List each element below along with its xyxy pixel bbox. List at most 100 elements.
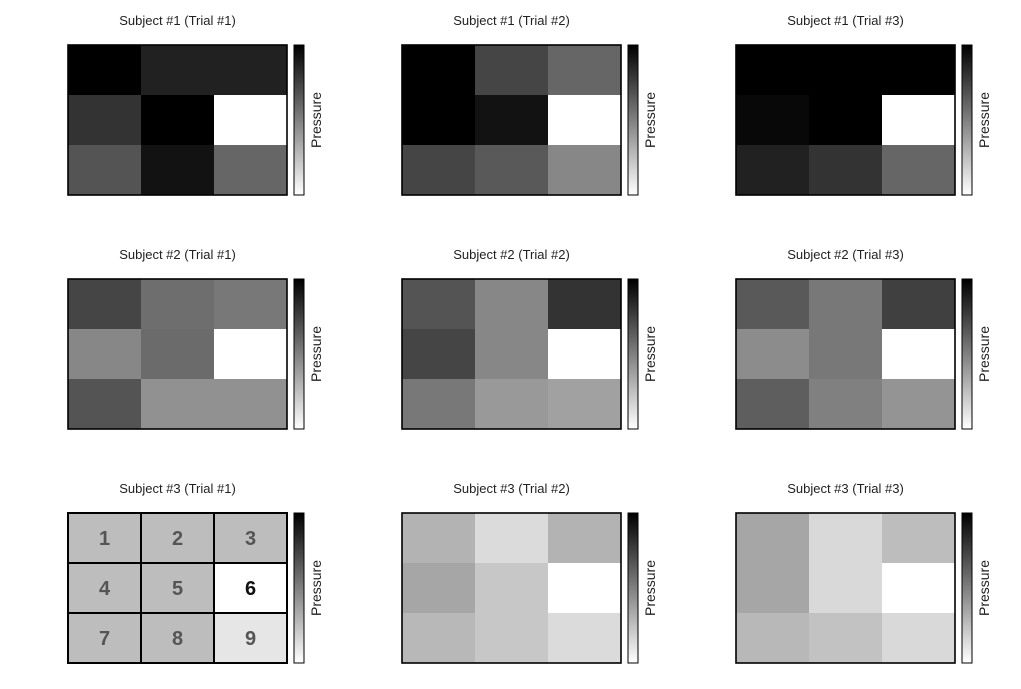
heatmap-cell: [548, 563, 622, 614]
heatmap-cell: [402, 95, 476, 146]
heatmap-cell: [736, 513, 810, 564]
panel-title: Subject #1 (Trial #2): [453, 13, 570, 28]
heatmap-cell: [736, 613, 810, 664]
heatmap-cell: [68, 613, 142, 664]
heatmap-cell: [809, 613, 883, 664]
heatmap-cell: [736, 379, 810, 430]
heatmap-cell: [736, 145, 810, 196]
heatmap-cell: [68, 45, 142, 96]
heatmap-cell: [402, 379, 476, 430]
panel-title: Subject #1 (Trial #3): [787, 13, 904, 28]
heatmap-cell: [736, 45, 810, 96]
heatmap-cell: [402, 563, 476, 614]
heatmap-cell: [214, 329, 288, 380]
panel-title: Subject #1 (Trial #1): [119, 13, 236, 28]
colorbar: [293, 512, 305, 664]
heatmap-cell: [548, 45, 622, 96]
heatmap-cell: [214, 563, 288, 614]
heatmap-cell: [402, 45, 476, 96]
heatmap-cell: [809, 45, 883, 96]
heatmap-cell: [214, 95, 288, 146]
colorbar: [961, 44, 973, 196]
heatmap-cell: [141, 95, 215, 146]
heatmap-panel: Subject #2 (Trial #2) Pressure: [401, 247, 658, 430]
colorbar: [293, 278, 305, 430]
heatmap-frame: [735, 278, 956, 430]
heatmap-cell: [402, 513, 476, 564]
colorbar: [961, 512, 973, 664]
heatmap-panel: Subject #2 (Trial #3) Pressure: [735, 247, 992, 430]
heatmap-cell: [548, 95, 622, 146]
heatmap-cell: [475, 329, 549, 380]
colorbar-label: Pressure: [642, 560, 658, 616]
cell-label: 5: [172, 578, 183, 600]
heatmap-cell: [548, 379, 622, 430]
panel-title: Subject #3 (Trial #1): [119, 481, 236, 496]
heatmap-panel: Subject #1 (Trial #3) Pressure: [735, 13, 992, 196]
heatmap-cell: [402, 279, 476, 330]
heatmap-cell: [68, 513, 142, 564]
heatmap-cell: [475, 513, 549, 564]
colorbar: [961, 278, 973, 430]
heatmap-cell: [475, 379, 549, 430]
heatmap-cell: [882, 613, 956, 664]
heatmap-cell: [882, 379, 956, 430]
panel-title: Subject #3 (Trial #3): [787, 481, 904, 496]
panel-title: Subject #2 (Trial #2): [453, 247, 570, 262]
heatmap-panel: Subject #3 (Trial #2) Pressure: [401, 481, 658, 664]
heatmap-cell: [475, 95, 549, 146]
heatmap-frame: [67, 44, 288, 196]
heatmap-cell: [68, 379, 142, 430]
heatmap-cell: [68, 95, 142, 146]
colorbar: [293, 44, 305, 196]
colorbar-label: Pressure: [308, 92, 324, 148]
heatmap-cell: [475, 145, 549, 196]
heatmap-cell: [809, 563, 883, 614]
heatmap-cell: [214, 279, 288, 330]
heatmap-panel: Subject #3 (Trial #1) 1 2 3 4 5 6 7 8 9 Pressure: [67, 481, 324, 664]
heatmap-cell: [141, 513, 215, 564]
panel-title: Subject #2 (Trial #1): [119, 247, 236, 262]
heatmap-frame: [67, 512, 288, 664]
heatmap-cell: [882, 329, 956, 380]
heatmap-cell: [141, 145, 215, 196]
heatmap-frame: [401, 512, 622, 664]
heatmap-cell: [141, 279, 215, 330]
cell-label: 9: [245, 628, 256, 650]
heatmap-cell: [214, 145, 288, 196]
heatmap-cell: [809, 279, 883, 330]
heatmap-cell: [475, 279, 549, 330]
heatmap-cell: [809, 95, 883, 146]
heatmap-cell: [141, 45, 215, 96]
heatmap-frame: [735, 44, 956, 196]
heatmap-frame: [735, 512, 956, 664]
heatmap-cell: [882, 279, 956, 330]
heatmap-cell: [68, 563, 142, 614]
heatmap-cell: [736, 279, 810, 330]
heatmap-cell: [809, 513, 883, 564]
colorbar: [627, 278, 639, 430]
heatmap-cell: [548, 329, 622, 380]
heatmap-cell: [736, 95, 810, 146]
heatmap-cell: [214, 513, 288, 564]
colorbar: [627, 512, 639, 664]
heatmap-cell: [548, 613, 622, 664]
heatmap-cell: [141, 329, 215, 380]
heatmap-cell: [809, 379, 883, 430]
cell-label: 3: [245, 528, 256, 550]
colorbar-label: Pressure: [976, 92, 992, 148]
heatmap-cell: [809, 329, 883, 380]
cell-label: 2: [172, 528, 183, 550]
heatmap-panel: Subject #2 (Trial #1) Pressure: [67, 247, 324, 430]
heatmap-cell: [736, 329, 810, 380]
heatmap-cell: [882, 563, 956, 614]
heatmap-cell: [736, 563, 810, 614]
heatmap-cell: [882, 145, 956, 196]
colorbar-label: Pressure: [642, 92, 658, 148]
heatmap-cell: [548, 145, 622, 196]
heatmap-cell: [475, 45, 549, 96]
heatmap-cell: [402, 613, 476, 664]
heatmap-cell: [141, 379, 215, 430]
panel-title: Subject #3 (Trial #2): [453, 481, 570, 496]
